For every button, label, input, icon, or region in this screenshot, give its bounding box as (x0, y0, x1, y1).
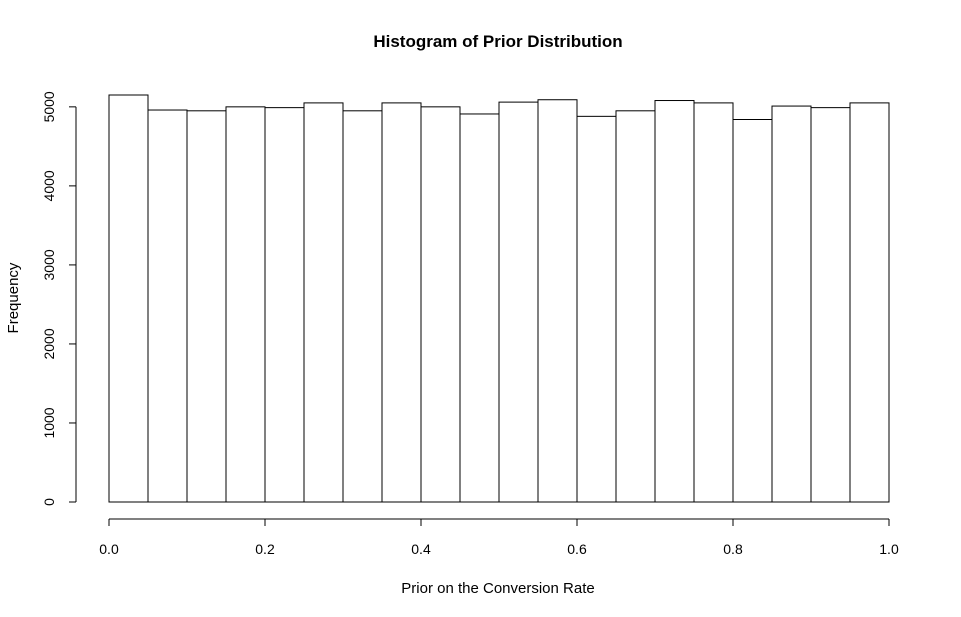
x-tick-label: 0.4 (411, 541, 431, 557)
histogram-bar (693, 102, 734, 503)
histogram-bar (732, 119, 773, 503)
x-axis: 0.0 0.2 0.4 0.6 0.8 1.0 (99, 518, 899, 557)
x-tick-label: 1.0 (879, 541, 899, 557)
y-tick-label: 4000 (41, 170, 57, 201)
y-tick-label: 2000 (41, 328, 57, 359)
histogram-bar (186, 110, 227, 503)
histogram-bar (108, 94, 149, 503)
y-tick-label: 1000 (41, 407, 57, 438)
y-axis-label: Frequency (5, 262, 22, 333)
histogram-bar (771, 105, 812, 503)
histogram-bar (342, 110, 383, 503)
histogram-bar (147, 109, 188, 503)
histogram-bar (537, 99, 578, 503)
histogram-bar (264, 107, 305, 503)
histogram-bar (459, 113, 500, 503)
x-tick-label: 0.8 (723, 541, 743, 557)
histogram-bar (498, 101, 539, 503)
histogram-bar (654, 100, 695, 503)
y-tick-label: 5000 (41, 91, 57, 122)
y-tick-label: 3000 (41, 249, 57, 280)
histogram-bar (576, 115, 617, 503)
histogram-bar (303, 102, 344, 503)
chart-title: Histogram of Prior Distribution (373, 32, 622, 51)
y-tick-label: 0 (41, 498, 57, 506)
histogram-bar (615, 110, 656, 503)
histogram-bar (810, 107, 851, 503)
histogram-bar (849, 102, 890, 503)
histogram-bar (225, 106, 266, 503)
x-axis-label: Prior on the Conversion Rate (401, 580, 594, 597)
y-axis: 0 1000 2000 3000 4000 5000 (41, 91, 77, 506)
x-tick-label: 0.2 (255, 541, 275, 557)
histogram-bars (108, 94, 890, 503)
histogram-bar (381, 102, 422, 503)
x-tick-label: 0.0 (99, 541, 119, 557)
x-tick-label: 0.6 (567, 541, 587, 557)
histogram-bar (420, 106, 461, 503)
